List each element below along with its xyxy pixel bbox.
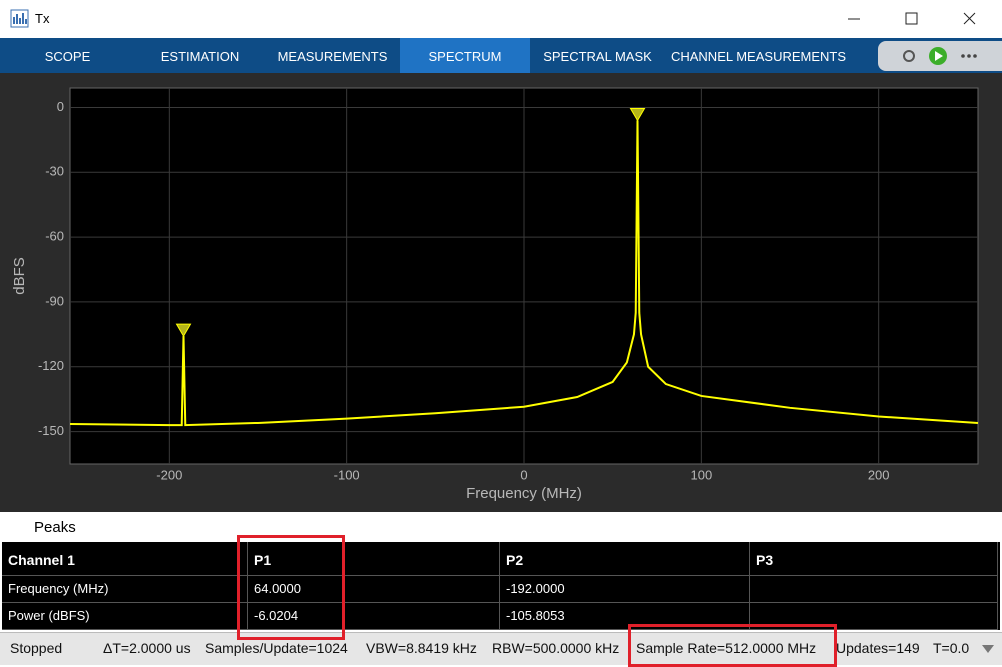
x-tick-label: 0	[520, 467, 527, 482]
y-tick-label: -60	[45, 229, 64, 244]
tab[interactable]: SPECTRUM	[400, 38, 530, 73]
status-item: Stopped	[10, 640, 63, 656]
table-cell: -6.0204	[248, 603, 500, 630]
table-cell: 64.0000	[248, 576, 500, 603]
title-bar	[0, 0, 1002, 38]
highlight-box	[628, 624, 837, 667]
status-item: Sample Rate=512.0000 MHz	[636, 640, 817, 656]
peaks-table: Channel 1 P1 P2 P3 Frequency (MHz) 64.0000 -19…	[2, 542, 1000, 630]
app-icon	[10, 9, 29, 28]
table-header: Channel 1	[2, 542, 248, 576]
table-cell: -105.8053	[500, 603, 750, 630]
table-header: P2	[500, 542, 750, 576]
y-axis-label: dBFS	[11, 257, 28, 295]
status-item: ΔT=2.0000 us	[103, 640, 191, 656]
highlight-box	[237, 535, 345, 640]
table-cell: Frequency (MHz)	[2, 576, 248, 603]
action-icons[interactable]	[895, 44, 995, 68]
table-cell: Power (dBFS)	[2, 603, 248, 630]
table-header: P3	[750, 542, 998, 576]
status-item: RBW=500.0000 kHz	[492, 640, 620, 656]
x-tick-label: 100	[690, 467, 712, 482]
y-tick-label: -120	[38, 358, 64, 373]
tab[interactable]: ESTIMATION	[160, 49, 240, 64]
tab[interactable]: SCOPE	[44, 49, 91, 64]
spectrum-line	[69, 120, 979, 427]
table-cell	[750, 576, 998, 603]
y-tick-label: -90	[45, 293, 64, 308]
table-cell	[750, 603, 998, 630]
y-tick-label: -150	[38, 423, 64, 438]
x-tick-label: 200	[868, 467, 890, 482]
table-header: P1	[248, 542, 500, 576]
status-item: T=0.0	[933, 640, 970, 656]
tab[interactable]: MEASUREMENTS	[277, 49, 388, 64]
peak-marker	[629, 107, 646, 122]
x-tick-label: -200	[156, 467, 182, 482]
x-tick-label: -100	[334, 467, 360, 482]
y-tick-label: 0	[57, 99, 64, 114]
peaks-title: Peaks	[34, 519, 76, 536]
tab[interactable]: SPECTRAL MASK	[543, 49, 652, 64]
status-item: Updates=149	[836, 640, 920, 656]
status-item: Samples/Update=1024	[205, 640, 348, 656]
status-dropdown[interactable]	[980, 642, 996, 656]
peak-marker	[175, 323, 192, 338]
plot-panel: -150 -120 -90 -60 -30 0 -200 -100 0 100 200 Frequen…	[0, 73, 1002, 512]
window-title: Tx	[35, 11, 50, 26]
window-controls[interactable]	[840, 8, 990, 30]
tab[interactable]: CHANNEL MEASUREMENTS	[670, 49, 847, 64]
y-tick-label: -30	[45, 164, 64, 179]
table-cell: -192.0000	[500, 576, 750, 603]
x-axis-label: Frequency (MHz)	[466, 485, 582, 502]
status-item: VBW=8.8419 kHz	[366, 640, 477, 656]
